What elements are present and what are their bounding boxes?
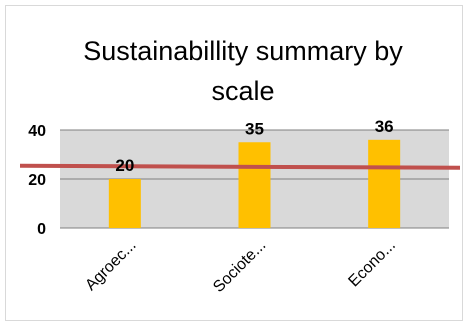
data-label: 35: [245, 119, 264, 138]
y-axis-ticks: 0 20 40: [28, 123, 46, 238]
bar: [108, 179, 141, 228]
category-label: Econo...: [345, 237, 399, 291]
threshold-line: [19, 163, 461, 170]
chart-title-line-2: scale: [211, 76, 274, 106]
bar: [238, 142, 271, 228]
y-tick-label: 0: [37, 221, 46, 238]
bar: [368, 139, 401, 228]
bars: [108, 139, 401, 228]
data-label: 36: [375, 117, 394, 136]
y-tick-label: 40: [28, 123, 46, 140]
data-label: 20: [115, 156, 134, 175]
category-label: Sociote...: [210, 237, 269, 296]
data-labels: 20 35 36: [115, 117, 393, 175]
x-axis-categories: Agroec... Sociote... Econo...: [82, 237, 399, 296]
category-label: Agroec...: [82, 237, 139, 294]
y-tick-label: 20: [28, 172, 46, 189]
chart-title-line-1: Sustainabillity summary by: [83, 36, 403, 66]
